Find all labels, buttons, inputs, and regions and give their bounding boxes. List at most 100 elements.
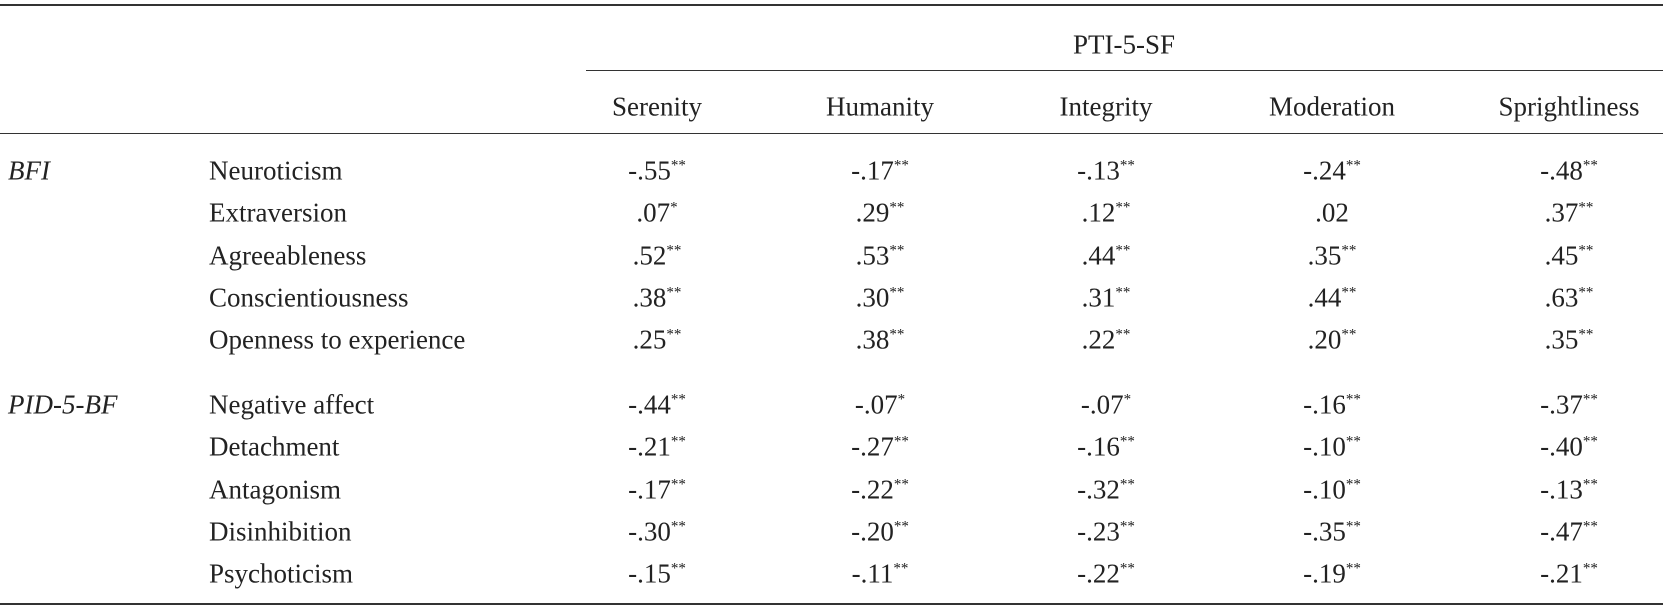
significance-mark: * — [897, 391, 906, 408]
cell: -.55** — [628, 155, 686, 186]
cell: .35** — [1308, 242, 1357, 269]
significance-mark: ** — [893, 157, 909, 174]
row-label: Detachment — [209, 431, 340, 462]
cell: .31** — [1082, 284, 1131, 311]
significance-mark: ** — [1341, 242, 1357, 259]
cell: -.32** — [1077, 476, 1135, 503]
cell: -.48** — [1540, 155, 1598, 186]
cell: -.24** — [1303, 157, 1361, 185]
cell: .38** — [633, 284, 682, 311]
cell-value: -.13 — [1540, 474, 1583, 505]
significance-mark: ** — [1119, 560, 1135, 577]
significance-mark: ** — [1119, 518, 1135, 535]
significance-mark: ** — [1345, 518, 1361, 535]
significance-mark: ** — [1119, 476, 1135, 493]
significance-mark: ** — [893, 518, 909, 535]
cell-value: -.30 — [628, 516, 671, 547]
cell-value: -.07 — [1080, 389, 1124, 420]
significance-mark: ** — [670, 518, 686, 535]
significance-mark: ** — [893, 476, 909, 493]
cell-value: .44 — [1081, 240, 1116, 271]
cell: -.30** — [628, 518, 686, 545]
cell: -.13** — [1077, 157, 1135, 185]
cell-value: .31 — [1081, 282, 1116, 313]
cell-value: .20 — [1307, 324, 1342, 355]
cell-value: .45 — [1544, 240, 1579, 271]
row-label: Openness to experience — [209, 324, 466, 355]
significance-mark: ** — [670, 433, 686, 450]
significance-mark: ** — [893, 433, 909, 450]
column-header: Moderation — [1269, 91, 1395, 122]
cell-value: -.44 — [628, 389, 671, 420]
cell: .63** — [1545, 284, 1594, 311]
group-label: BFI — [8, 155, 50, 186]
cell-value: -.35 — [1303, 516, 1346, 547]
cell-value: -.10 — [1303, 431, 1346, 462]
cell: -.16** — [1303, 389, 1361, 420]
significance-mark: ** — [1578, 199, 1594, 216]
cell-value: -.22 — [851, 474, 894, 505]
cell: -.11** — [852, 560, 909, 588]
cell: .02 — [1315, 199, 1349, 227]
cell: .25** — [632, 324, 682, 355]
cell: -.40** — [1540, 433, 1598, 461]
cell: -.22** — [1077, 558, 1135, 589]
column-header: Sprightliness — [1498, 91, 1640, 122]
cell: -.21** — [628, 433, 686, 461]
cell: .29** — [855, 197, 905, 228]
cell-value: -.23 — [1077, 516, 1120, 547]
significance-mark: ** — [889, 326, 905, 343]
significance-mark: ** — [1582, 560, 1598, 577]
cell-value: .29 — [855, 197, 890, 228]
significance-mark: ** — [670, 476, 686, 493]
cell: -.44** — [628, 389, 686, 420]
significance-mark: ** — [1582, 518, 1598, 535]
cell-value: .52 — [632, 240, 667, 271]
group-label: PID-5-BF — [8, 389, 118, 420]
significance-mark: * — [1123, 391, 1132, 408]
cell-value: -.48 — [1540, 155, 1583, 186]
row-label: Psychoticism — [209, 558, 354, 589]
cell: .44** — [1308, 284, 1357, 311]
cell: -.20** — [851, 518, 909, 545]
significance-mark: ** — [889, 199, 905, 216]
header-rule — [0, 133, 1663, 134]
cell: .22** — [1081, 324, 1131, 355]
significance-mark: ** — [1345, 476, 1361, 493]
column-header: Integrity — [1059, 91, 1153, 122]
cell-value: .38 — [855, 324, 890, 355]
significance-mark: ** — [670, 391, 686, 408]
cell-value: .63 — [1544, 282, 1579, 313]
significance-mark: ** — [666, 242, 682, 259]
cell-value: -.55 — [628, 155, 671, 186]
cell-value: .37 — [1544, 197, 1579, 228]
significance-mark: ** — [1345, 560, 1361, 577]
significance-mark: ** — [1115, 242, 1131, 259]
cell: -.17** — [851, 157, 909, 185]
cell-value: .07 — [636, 197, 671, 228]
cell-value: .25 — [632, 324, 667, 355]
cell-value: -.22 — [1077, 558, 1120, 589]
significance-mark: ** — [1115, 199, 1131, 216]
cell: -.19** — [1303, 560, 1361, 588]
top-rule — [0, 4, 1663, 6]
cell-value: -.16 — [1303, 389, 1346, 420]
row-label: Antagonism — [209, 474, 341, 505]
cell-value: .38 — [632, 282, 667, 313]
cell-value: -.10 — [1303, 474, 1346, 505]
cell-value: -.32 — [1077, 474, 1120, 505]
cell: -.15** — [628, 560, 686, 588]
significance-mark: ** — [1345, 157, 1361, 174]
cell-value: -.27 — [851, 431, 894, 462]
significance-mark: ** — [1341, 326, 1357, 343]
cell: -.07* — [855, 391, 906, 419]
significance-mark: ** — [1115, 326, 1131, 343]
cell-value: .22 — [1081, 324, 1116, 355]
cell: -.22** — [851, 476, 909, 503]
significance-mark: ** — [1578, 326, 1594, 343]
cell: -.27** — [851, 431, 909, 462]
cell: .20** — [1307, 324, 1357, 355]
significance-mark: ** — [1578, 284, 1594, 301]
significance-mark: ** — [666, 326, 682, 343]
cell-value: -.20 — [851, 516, 894, 547]
